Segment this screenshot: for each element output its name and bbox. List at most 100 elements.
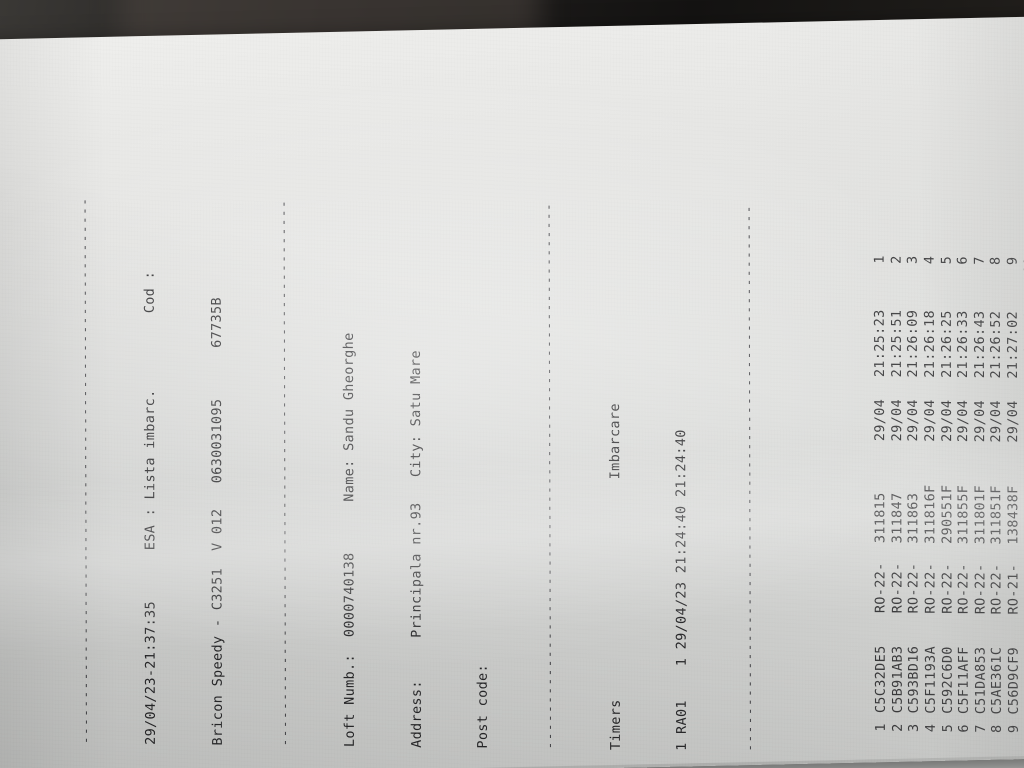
cell-idx: 7: [973, 724, 989, 733]
cell-time: 21:27:02: [1005, 310, 1021, 379]
cell-time: 21:26:33: [956, 310, 972, 379]
address-line: Address: Principala nr.93 City: Satu Mar…: [408, 48, 426, 748]
cell-chip: C5B91AB3: [890, 645, 906, 714]
cell-date: 29/04: [923, 399, 939, 442]
timer-row: 1 RA01 1 29/04/23 21:24:40: [674, 505, 691, 751]
loft-label: Loft Numb.:: [342, 653, 359, 748]
header-device: Bricon Speedy - C3251: [209, 567, 226, 746]
cell-idx: 9: [1006, 724, 1022, 734]
loft-value: 0000740138: [342, 552, 358, 638]
cell-rank: 9: [1005, 256, 1021, 266]
cell-time: 21:26:09: [906, 309, 922, 378]
header-line-1: 29/04/23-21:37:35 ESA : Lista imbarc. Co…: [142, 45, 160, 745]
header-datetime: 29/04/23-21:37:35: [143, 600, 160, 745]
divider-after-header: ----------------------------------------…: [275, 198, 292, 747]
table-row: 2 C5B91AB3 RO-22- 311847 29/04 21:25:51 2: [889, 53, 907, 753]
cell-date: 29/04: [956, 399, 972, 443]
cell-idx: 4: [923, 723, 939, 733]
cell-chip: C5C32DE5: [873, 645, 890, 714]
cell-country: RO-22-: [923, 562, 939, 614]
table-row: 8 C5AE361C RO-22- 311851F 29/04 21:26:52 8: [989, 54, 1007, 754]
header-list-label: Lista imbarc.: [143, 389, 159, 500]
cell-country: RO-22-: [973, 563, 989, 615]
cell-idx: 6: [957, 723, 973, 733]
header-esa-label: ESA :: [143, 507, 159, 551]
table-row: 9 C56D9CF9 RO-21- 138438F 29/04 21:27:02 9: [1005, 55, 1023, 755]
cell-idx: 1: [874, 723, 890, 732]
address-value: Principala nr.93: [408, 502, 425, 638]
cell-date: 29/04: [939, 399, 955, 442]
header-cod-value: 67735B: [209, 296, 225, 348]
cell-date: 29/04: [989, 400, 1005, 443]
receipt-text-block: ----------------------------------------…: [26, 43, 1024, 754]
postcode-line: Post code:: [474, 49, 492, 749]
cell-country: RO-22-: [906, 562, 923, 614]
timers-header-line: Timers Imbarcare: [607, 50, 625, 750]
cell-idx: 8: [990, 724, 1006, 733]
divider-after-address: ----------------------------------------…: [540, 201, 558, 750]
cell-idx: 3: [907, 723, 923, 733]
cell-country: RO-22-: [890, 562, 906, 614]
cell-ring: 311855F: [956, 484, 972, 545]
table-row: 7 C51DA853 RO-22- 311801F 29/04 21:26:43 7: [972, 54, 990, 754]
cell-time: 21:26:18: [922, 309, 939, 378]
header-version: V 012: [209, 508, 225, 552]
timer-row-line: 1 RA01 1 29/04/23 21:24:40 21:24:40: [673, 51, 691, 751]
imbarcare-value: 21:24:40: [674, 429, 690, 498]
cell-chip: C56D9CF9: [1006, 646, 1022, 715]
cell-ring: 311815: [873, 492, 889, 544]
cell-time: 21:25:23: [873, 309, 889, 378]
table-row: 6 C5F11AFF RO-22- 311855F 29/04 21:26:33 6: [955, 54, 973, 754]
receipt-paper: ----------------------------------------…: [0, 15, 1024, 768]
cell-rank: 3: [906, 255, 922, 265]
divider-top: ----------------------------------------…: [76, 196, 93, 745]
cell-time: 21:26:43: [972, 310, 988, 379]
cell-country: RO-22-: [989, 563, 1006, 615]
table-row: 5 C592C6D0 RO-22- 290551F 29/04 21:26:25 5: [939, 54, 957, 754]
cell-ring: 311851F: [989, 485, 1005, 545]
cell-ring: 290551F: [939, 484, 956, 544]
cell-ring: 311801F: [973, 484, 989, 545]
cell-country: RO-21-: [1006, 563, 1022, 615]
loft-line: Loft Numb.: 0000740138 Name: Sandu Gheor…: [341, 47, 359, 747]
name-label: Name:: [342, 459, 358, 502]
cell-chip: C5F1193A: [923, 645, 939, 714]
cell-idx: 2: [890, 723, 906, 732]
cell-date: 29/04: [873, 398, 889, 442]
postcode-label: Post code:: [475, 663, 491, 749]
imbarcare-label: Imbarcare: [607, 403, 623, 480]
cell-date: 29/04: [972, 399, 988, 443]
header-line-2: Bricon Speedy - C3251 V 012 0630031095 6…: [209, 46, 227, 746]
cell-date: 29/04: [1006, 400, 1022, 443]
city-value: Satu Mare: [408, 350, 424, 427]
cell-rank: 7: [972, 256, 988, 265]
divider-before-table: ----------------------------------------…: [740, 203, 757, 752]
cell-time: 21:26:52: [989, 310, 1005, 379]
cell-ring: 311847: [890, 492, 906, 544]
spacer-before-rows: [806, 52, 824, 752]
cell-time: 21:26:25: [939, 310, 955, 378]
name-value: Sandu Gheorghe: [342, 332, 358, 451]
cell-rank: 8: [989, 256, 1005, 265]
city-label: City:: [408, 434, 424, 478]
address-label: Address:: [409, 680, 425, 748]
cell-ring: 311863: [906, 492, 922, 544]
cell-time: 21:25:51: [889, 309, 905, 378]
cell-country: RO-22-: [873, 562, 889, 614]
cell-chip: C5F11AFF: [956, 646, 973, 715]
cell-rank: 4: [922, 255, 938, 265]
cell-chip: C592C6D0: [940, 646, 956, 714]
timers-label: Timers: [608, 699, 624, 751]
cell-chip: C593BD16: [907, 645, 923, 714]
table-row: 4 C5F1193A RO-22- 311816F 29/04 21:26:18 4: [922, 54, 940, 754]
cell-idx: 5: [940, 723, 956, 733]
pigeon-list: 1C5C32DE5RO-22-31181529/0421:25:231 2C5B9…: [872, 53, 1024, 761]
cell-date: 29/04: [889, 398, 905, 442]
cell-chip: C51DA853: [973, 646, 989, 715]
cell-ring: 138438F: [1006, 485, 1022, 545]
header-cod-label: Cod :: [142, 270, 158, 314]
cell-rank: 6: [955, 255, 971, 265]
cell-country: RO-22-: [940, 563, 956, 614]
cell-ring: 311816F: [923, 484, 939, 544]
